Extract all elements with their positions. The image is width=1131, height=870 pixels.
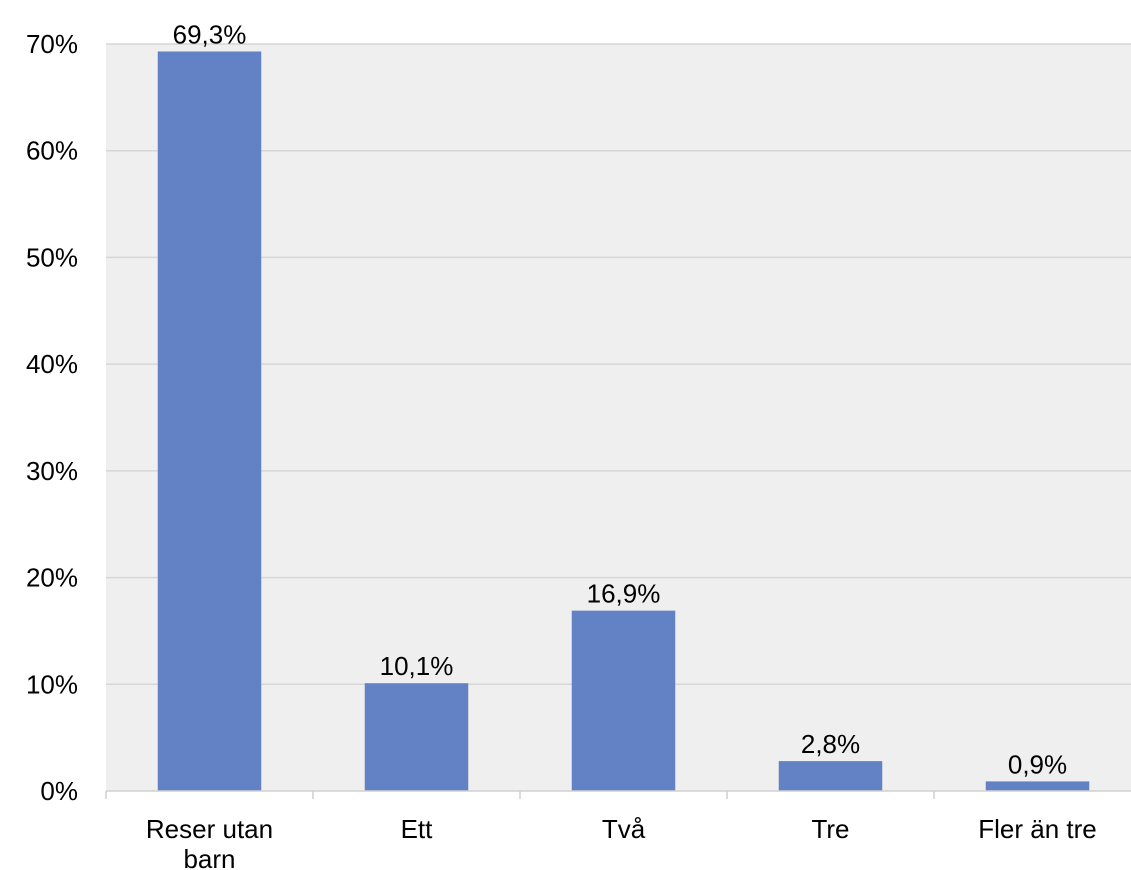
bar (571, 610, 676, 791)
y-tick-label: 50% (26, 242, 78, 272)
axes (105, 790, 1131, 799)
gridlines (106, 43, 1131, 686)
y-tick-label: 30% (26, 456, 78, 486)
x-tick-label: Reser utan barn (146, 814, 273, 870)
y-tick-label: 60% (26, 136, 78, 166)
data-label: 16,9% (587, 579, 661, 609)
x-tick-label: Fler än tre (978, 814, 1097, 844)
data-label: 69,3% (173, 19, 247, 49)
data-label: 10,1% (380, 651, 454, 681)
y-tick-label: 40% (26, 349, 78, 379)
y-tick-label: 20% (26, 563, 78, 593)
y-tick-label: 70% (26, 29, 78, 59)
labels: 0% 10% 20% 30% 40% 50% 60% 70% 69,3% Reser utan ba… (26, 19, 1097, 870)
y-tick-label: 10% (26, 669, 78, 699)
x-tick-label: Två (602, 814, 646, 844)
y-tick-label: 0% (40, 776, 78, 806)
x-tick-label: Ett (401, 814, 434, 844)
data-label: 2,8% (801, 729, 860, 759)
data-label: 0,9% (1008, 749, 1067, 779)
bar (157, 51, 262, 792)
bar (364, 683, 469, 791)
bars (157, 51, 1090, 792)
bar (985, 781, 1090, 791)
bar (778, 761, 883, 791)
x-tick-label: Tre (811, 814, 849, 844)
